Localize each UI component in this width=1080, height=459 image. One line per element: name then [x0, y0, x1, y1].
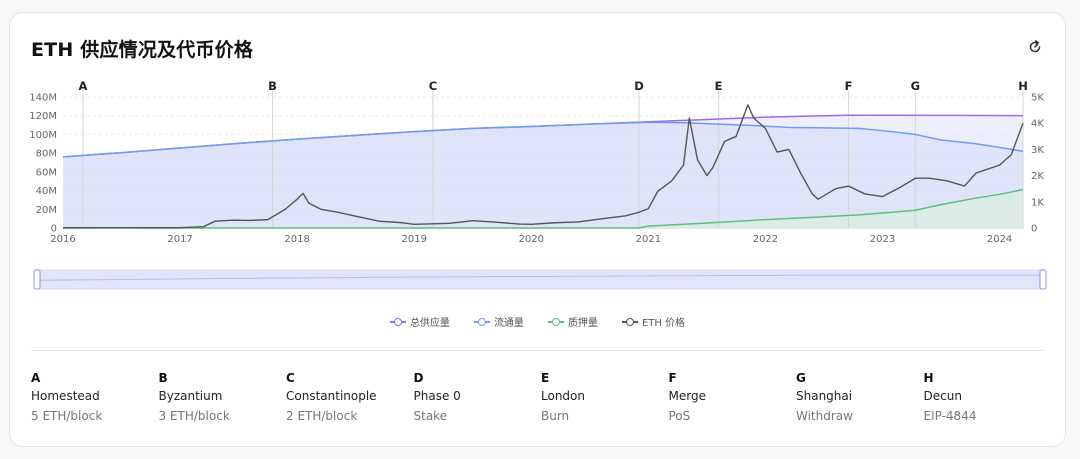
event-name: Constantinople: [286, 389, 377, 403]
legend-marker-price: [621, 317, 638, 327]
x-tick-label: 2018: [284, 234, 309, 245]
page-title: ETH 供应情况及代币价格: [31, 39, 254, 61]
x-tick-label: 2020: [519, 234, 544, 245]
y-right-tick-label: 4K: [1031, 119, 1044, 130]
event-detail: Withdraw: [796, 409, 853, 423]
legend-label: ETH 价格: [641, 318, 686, 329]
event-name: Merge: [668, 389, 706, 403]
y-left-tick-label: 100M: [29, 130, 57, 141]
y-left-tick-label: 140M: [29, 93, 57, 104]
event-item-g: G Shanghai Withdraw: [796, 371, 924, 426]
x-tick-label: 2022: [753, 234, 778, 245]
event-letter: A: [31, 371, 41, 385]
event-marker-label: H: [1018, 79, 1028, 93]
event-letter: G: [796, 371, 806, 385]
event-name: London: [541, 389, 585, 403]
series-line-staked: [63, 188, 1024, 229]
event-letter: C: [286, 371, 295, 385]
x-tick-label: 2023: [870, 234, 895, 245]
event-letter: E: [541, 371, 550, 385]
events-list: A Homestead 5 ETH/block B Byzantium 3 ET…: [31, 371, 1051, 426]
range-slider-handle-right[interactable]: [1039, 269, 1047, 290]
event-marker-label: B: [268, 79, 277, 93]
event-name: Shanghai: [796, 389, 853, 403]
legend-marker-total-supply: [389, 317, 406, 327]
event-item-a: A Homestead 5 ETH/block: [31, 371, 159, 426]
series-line-price: [62, 104, 1024, 229]
staked-area: [63, 189, 1023, 228]
event-item-h: H Decun EIP-4844: [924, 371, 1052, 426]
circulating-area: [63, 122, 1023, 228]
event-detail: Burn: [541, 409, 570, 423]
event-marker-label: C: [429, 79, 437, 93]
legend-item-price[interactable]: ETH 价格: [621, 314, 686, 329]
legend-label: 总供应量: [409, 318, 450, 329]
event-letter: H: [923, 371, 934, 385]
chart-card: ETH 供应情况及代币价格 总供应量 流通量 质押量 ETH 价格 A Hom: [9, 12, 1066, 447]
legend-label: 流通量: [493, 318, 524, 329]
y-left-tick-label: 60M: [36, 167, 57, 178]
y-right-tick-label: 2K: [1031, 171, 1044, 182]
range-slider-handle-left[interactable]: [33, 269, 41, 290]
legend-marker-circulating: [473, 317, 490, 327]
y-left-tick-label: 40M: [36, 186, 57, 197]
y-right-tick-label: 1K: [1031, 197, 1044, 208]
event-detail: PoS: [668, 409, 691, 423]
x-tick-label: 2016: [50, 234, 75, 245]
legend-marker-staked: [547, 317, 564, 327]
event-item-f: F Merge PoS: [669, 371, 797, 426]
event-marker-label: E: [715, 79, 723, 93]
chart-legend: 总供应量 流通量 质押量 ETH 价格: [10, 314, 1065, 329]
event-detail: EIP-4844: [923, 409, 977, 423]
legend-item-circulating[interactable]: 流通量: [473, 314, 524, 329]
x-tick-label: 2017: [167, 234, 192, 245]
y-right-tick-label: 3K: [1031, 145, 1044, 156]
event-detail: Stake: [413, 409, 448, 423]
range-slider-track: [36, 269, 1044, 290]
event-item-d: D Phase 0 Stake: [414, 371, 542, 426]
event-marker-label: D: [634, 79, 644, 93]
y-left-tick-label: 120M: [29, 111, 57, 122]
legend-item-total-supply[interactable]: 总供应量: [389, 314, 450, 329]
event-marker-label: A: [78, 79, 87, 93]
event-detail: 5 ETH/block: [31, 409, 103, 423]
y-right-tick-label: 5K: [1031, 93, 1044, 104]
refresh-icon[interactable]: [1027, 39, 1043, 55]
y-left-tick-label: 80M: [36, 149, 57, 160]
divider: [31, 350, 1044, 351]
event-marker-label: F: [845, 79, 853, 93]
event-name: Byzantium: [158, 389, 223, 403]
event-marker-label: G: [911, 79, 920, 93]
legend-item-staked[interactable]: 质押量: [547, 314, 598, 329]
event-letter: D: [413, 371, 424, 385]
x-tick-label: 2021: [636, 234, 661, 245]
event-detail: 3 ETH/block: [158, 409, 230, 423]
event-name: Homestead: [31, 389, 100, 403]
event-item-c: C Constantinople 2 ETH/block: [286, 371, 414, 426]
event-detail: 2 ETH/block: [286, 409, 358, 423]
event-name: Phase 0: [413, 389, 461, 403]
event-letter: B: [158, 371, 168, 385]
y-left-tick-label: 0: [51, 224, 57, 235]
legend-label: 质押量: [567, 318, 598, 329]
range-slider-preview: [36, 274, 1044, 281]
y-left-tick-label: 20M: [36, 205, 57, 216]
x-tick-label: 2019: [401, 234, 426, 245]
y-right-tick-label: 0: [1031, 224, 1037, 235]
series-line-circulating: [62, 121, 1024, 158]
event-item-e: E London Burn: [541, 371, 669, 426]
event-name: Decun: [923, 389, 962, 403]
x-tick-label: 2024: [987, 234, 1012, 245]
event-letter: F: [668, 371, 677, 385]
event-item-b: B Byzantium 3 ETH/block: [159, 371, 287, 426]
